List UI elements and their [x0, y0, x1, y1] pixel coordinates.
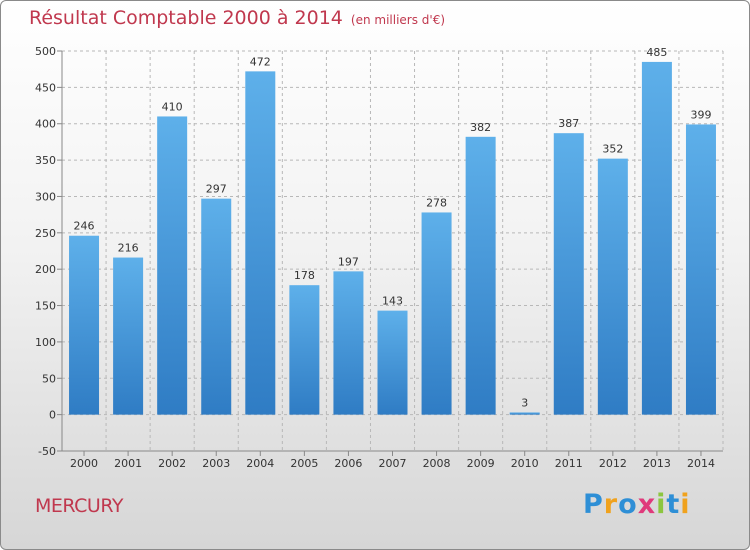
- bar: [421, 212, 452, 415]
- bar: [113, 257, 144, 415]
- value-label: 352: [602, 143, 623, 156]
- y-tick-label: 150: [35, 300, 56, 313]
- value-label: 382: [470, 121, 491, 134]
- y-tick-label: 0: [49, 409, 56, 422]
- value-label: 178: [294, 269, 315, 282]
- bar: [377, 310, 408, 415]
- value-label: 297: [206, 183, 227, 196]
- value-label: 197: [338, 255, 359, 268]
- bar: [553, 133, 584, 415]
- value-label: 143: [382, 295, 403, 308]
- bar: [509, 412, 540, 415]
- bar: [245, 71, 276, 415]
- bar: [333, 271, 364, 415]
- value-label: 485: [646, 46, 667, 59]
- proxiti-logo: Proxiti: [583, 489, 691, 520]
- value-label: 216: [118, 242, 139, 255]
- x-tick-label: 2013: [643, 457, 671, 470]
- value-label: 410: [162, 100, 183, 113]
- x-tick-label: 2010: [511, 457, 539, 470]
- y-tick-label: 450: [35, 81, 56, 94]
- value-label: 387: [558, 117, 579, 130]
- logo-letter: i: [680, 489, 691, 520]
- x-tick-label: 2005: [290, 457, 318, 470]
- commune-name: MERCURY: [35, 495, 123, 517]
- bar: [289, 285, 320, 415]
- x-tick-label: 2014: [687, 457, 715, 470]
- x-tick-label: 2009: [467, 457, 495, 470]
- bar: [201, 198, 232, 415]
- x-tick-label: 2007: [379, 457, 407, 470]
- logo-letter: P: [583, 489, 604, 520]
- x-tick-label: 2003: [202, 457, 230, 470]
- bar: [597, 158, 628, 415]
- x-tick-label: 2012: [599, 457, 627, 470]
- x-tick-label: 2000: [70, 457, 98, 470]
- y-tick-label: 250: [35, 227, 56, 240]
- y-tick-label: 350: [35, 154, 56, 167]
- value-label: 278: [426, 196, 447, 209]
- bar: [69, 235, 100, 415]
- value-label: 246: [74, 220, 95, 233]
- x-tick-label: 2008: [423, 457, 451, 470]
- x-tick-label: 2001: [114, 457, 142, 470]
- value-label: 399: [690, 108, 711, 121]
- y-tick-label: 100: [35, 336, 56, 349]
- chart-title-text: Résultat Comptable 2000 à 2014: [29, 7, 343, 29]
- bar: [685, 124, 716, 415]
- logo-letter: t: [666, 489, 681, 520]
- y-tick-label: 50: [42, 372, 56, 385]
- x-tick-label: 2011: [555, 457, 583, 470]
- logo-letter: x: [637, 489, 657, 520]
- y-tick-label: 200: [35, 263, 56, 276]
- bar: [641, 61, 672, 415]
- x-tick-label: 2002: [158, 457, 186, 470]
- bar: [465, 136, 496, 415]
- value-label: 3: [521, 396, 528, 409]
- y-tick-label: -50: [38, 445, 56, 458]
- y-tick-label: 400: [35, 118, 56, 131]
- value-label: 472: [250, 55, 271, 68]
- logo-letter: i: [656, 489, 667, 520]
- logo-letter: o: [618, 489, 638, 520]
- y-tick-label: 300: [35, 190, 56, 203]
- y-tick-label: 500: [35, 45, 56, 58]
- chart-subtitle: (en milliers d'€): [350, 13, 446, 27]
- chart-title: Résultat Comptable 2000 à 2014 (en millie…: [29, 7, 445, 29]
- x-tick-label: 2004: [246, 457, 274, 470]
- x-tick-label: 2006: [334, 457, 362, 470]
- logo-letter: r: [603, 489, 619, 520]
- bar: [157, 116, 188, 415]
